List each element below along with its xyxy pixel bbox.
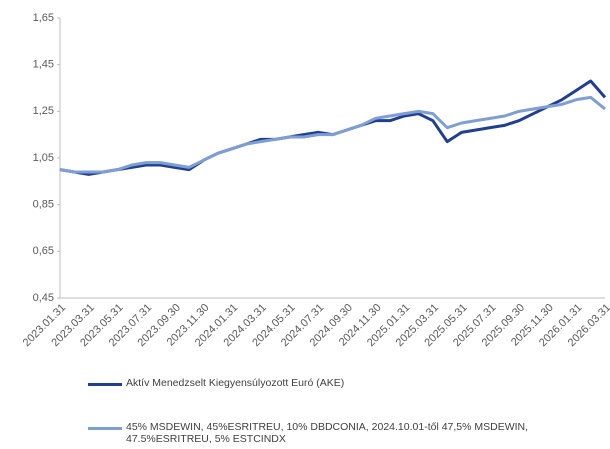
y-tick-label: 1,25 bbox=[33, 105, 54, 117]
series-line bbox=[59, 95, 606, 174]
series-line bbox=[59, 79, 607, 176]
legend-label: Aktív Menedzselt Kiegyensúlyozott Euró (… bbox=[126, 377, 345, 389]
legend-entry: Aktív Menedzselt Kiegyensúlyozott Euró (… bbox=[88, 377, 588, 389]
y-tick-label: 0,65 bbox=[33, 245, 54, 257]
y-tick-label: 1,65 bbox=[33, 12, 54, 24]
chart: 0,450,650,851,051,251,451,652023.01.3120… bbox=[21, 12, 610, 349]
legend-swatch bbox=[88, 383, 122, 386]
legend-swatch bbox=[88, 427, 122, 430]
y-tick-label: 0,45 bbox=[33, 292, 54, 304]
legend-entry: 45% MSDEWIN, 45%ESRITREU, 10% DBDCONIA, … bbox=[88, 421, 588, 445]
legend-label: 45% MSDEWIN, 45%ESRITREU, 10% DBDCONIA, … bbox=[126, 421, 529, 445]
y-tick-label: 1,05 bbox=[33, 152, 54, 164]
y-tick-label: 1,45 bbox=[33, 59, 54, 71]
y-tick-label: 0,85 bbox=[33, 199, 54, 211]
